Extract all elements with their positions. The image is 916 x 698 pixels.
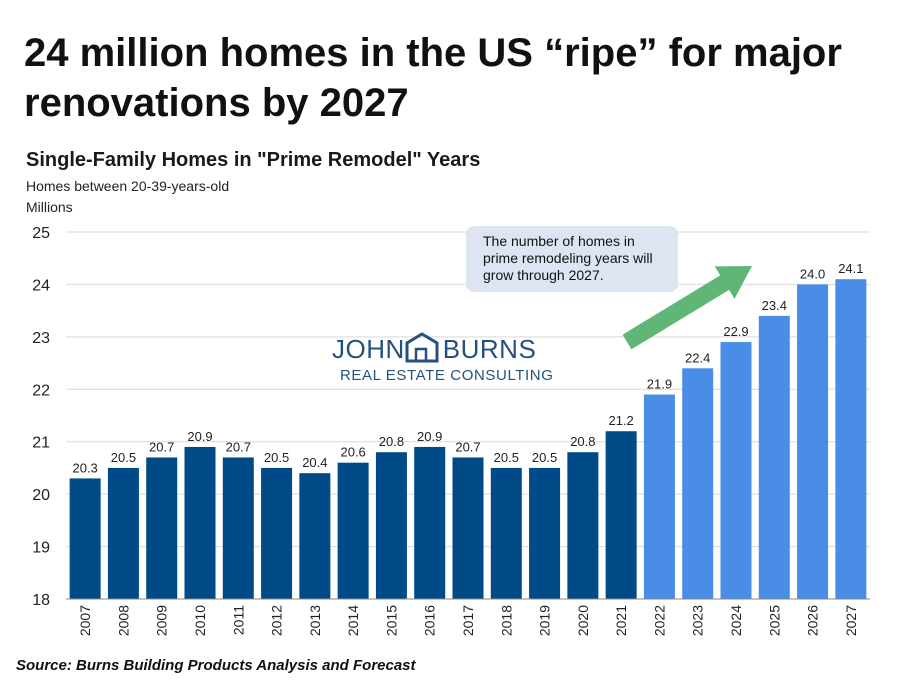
bar	[835, 279, 867, 599]
data-label: 20.5	[532, 450, 557, 465]
x-tick-label: 2022	[651, 605, 667, 636]
x-tick-label: 2021	[613, 605, 629, 636]
bar	[758, 315, 790, 599]
bar	[222, 457, 254, 599]
bar	[682, 368, 714, 599]
x-tick-label: 2026	[805, 605, 821, 636]
y-tick-label: 22	[32, 382, 50, 399]
bar	[69, 478, 101, 599]
bar	[414, 446, 446, 599]
data-label: 20.5	[111, 450, 136, 465]
x-tick-label: 2019	[537, 605, 553, 636]
x-tick-label: 2025	[766, 605, 782, 636]
logo-text-burns: BURNS	[442, 334, 537, 364]
data-label: 23.4	[762, 298, 787, 313]
bar	[605, 431, 637, 599]
headline: 24 million homes in the US “ripe” for ma…	[24, 31, 842, 125]
bar	[567, 452, 599, 599]
y-tick-label: 21	[32, 435, 50, 452]
x-tick-label: 2009	[154, 605, 170, 636]
bar	[107, 467, 139, 599]
data-label: 20.4	[302, 455, 327, 470]
house-icon	[405, 332, 439, 363]
x-tick-label: 2012	[269, 605, 285, 636]
data-label: 20.7	[149, 439, 174, 454]
data-label: 20.8	[570, 434, 595, 449]
bar	[720, 342, 752, 599]
y-tick-label: 24	[32, 277, 50, 294]
bar	[299, 473, 331, 599]
logo-wordmark: JOHN BURNS	[332, 334, 536, 365]
data-label: 20.8	[379, 434, 404, 449]
data-label: 21.2	[608, 413, 633, 428]
bar	[490, 467, 522, 599]
y-tick-label: 19	[32, 540, 50, 557]
data-label: 22.9	[723, 324, 748, 339]
y-tick-label: 25	[32, 225, 50, 242]
y-axis-unit-label: Millions	[26, 199, 73, 215]
bar	[452, 457, 484, 599]
x-tick-label: 2011	[230, 605, 246, 635]
x-tick-label: 2014	[345, 605, 361, 636]
logo-tagline: REAL ESTATE CONSULTING	[340, 367, 554, 384]
trend-arrow-icon	[622, 266, 752, 350]
data-label: 20.9	[417, 429, 442, 444]
x-tick-label: 2024	[728, 605, 744, 636]
data-label: 22.4	[685, 350, 710, 365]
data-label: 20.5	[494, 450, 519, 465]
x-tick-label: 2018	[498, 605, 514, 636]
x-tick-label: 2015	[383, 605, 399, 636]
data-label: 24.1	[838, 261, 863, 276]
data-label: 24.0	[800, 266, 825, 281]
bar	[146, 457, 178, 599]
x-tick-label: 2017	[460, 605, 476, 636]
data-label: 20.3	[72, 460, 97, 475]
y-tick-label: 20	[32, 487, 50, 504]
bar	[797, 284, 829, 599]
bar	[643, 394, 675, 599]
x-tick-label: 2007	[77, 605, 93, 636]
bar	[261, 467, 293, 599]
x-tick-label: 2020	[575, 605, 591, 636]
y-tick-label: 23	[32, 330, 50, 347]
x-tick-label: 2027	[843, 605, 859, 636]
chart-subtitle: Homes between 20-39-years-old	[26, 178, 230, 194]
x-tick-label: 2023	[690, 605, 706, 636]
data-label: 20.7	[226, 439, 251, 454]
bar	[337, 462, 369, 599]
data-label: 20.6	[340, 445, 365, 460]
x-tick-label: 2010	[192, 605, 208, 636]
callout-box: The number of homes in prime remodeling …	[466, 226, 678, 292]
x-tick-label: 2013	[307, 605, 323, 636]
data-label: 20.7	[455, 439, 480, 454]
bar	[375, 452, 407, 599]
data-label: 21.9	[647, 377, 672, 392]
logo-text-john: JOHN	[332, 334, 405, 364]
data-label: 20.9	[187, 429, 212, 444]
data-label: 20.5	[264, 450, 289, 465]
y-tick-label: 18	[32, 592, 50, 609]
bar	[529, 467, 561, 599]
x-tick-label: 2008	[115, 605, 131, 636]
chart-title: Single-Family Homes in "Prime Remodel" Y…	[26, 149, 481, 171]
bar	[184, 446, 216, 599]
source-note: Source: Burns Building Products Analysis…	[16, 657, 416, 674]
x-tick-label: 2016	[422, 605, 438, 636]
